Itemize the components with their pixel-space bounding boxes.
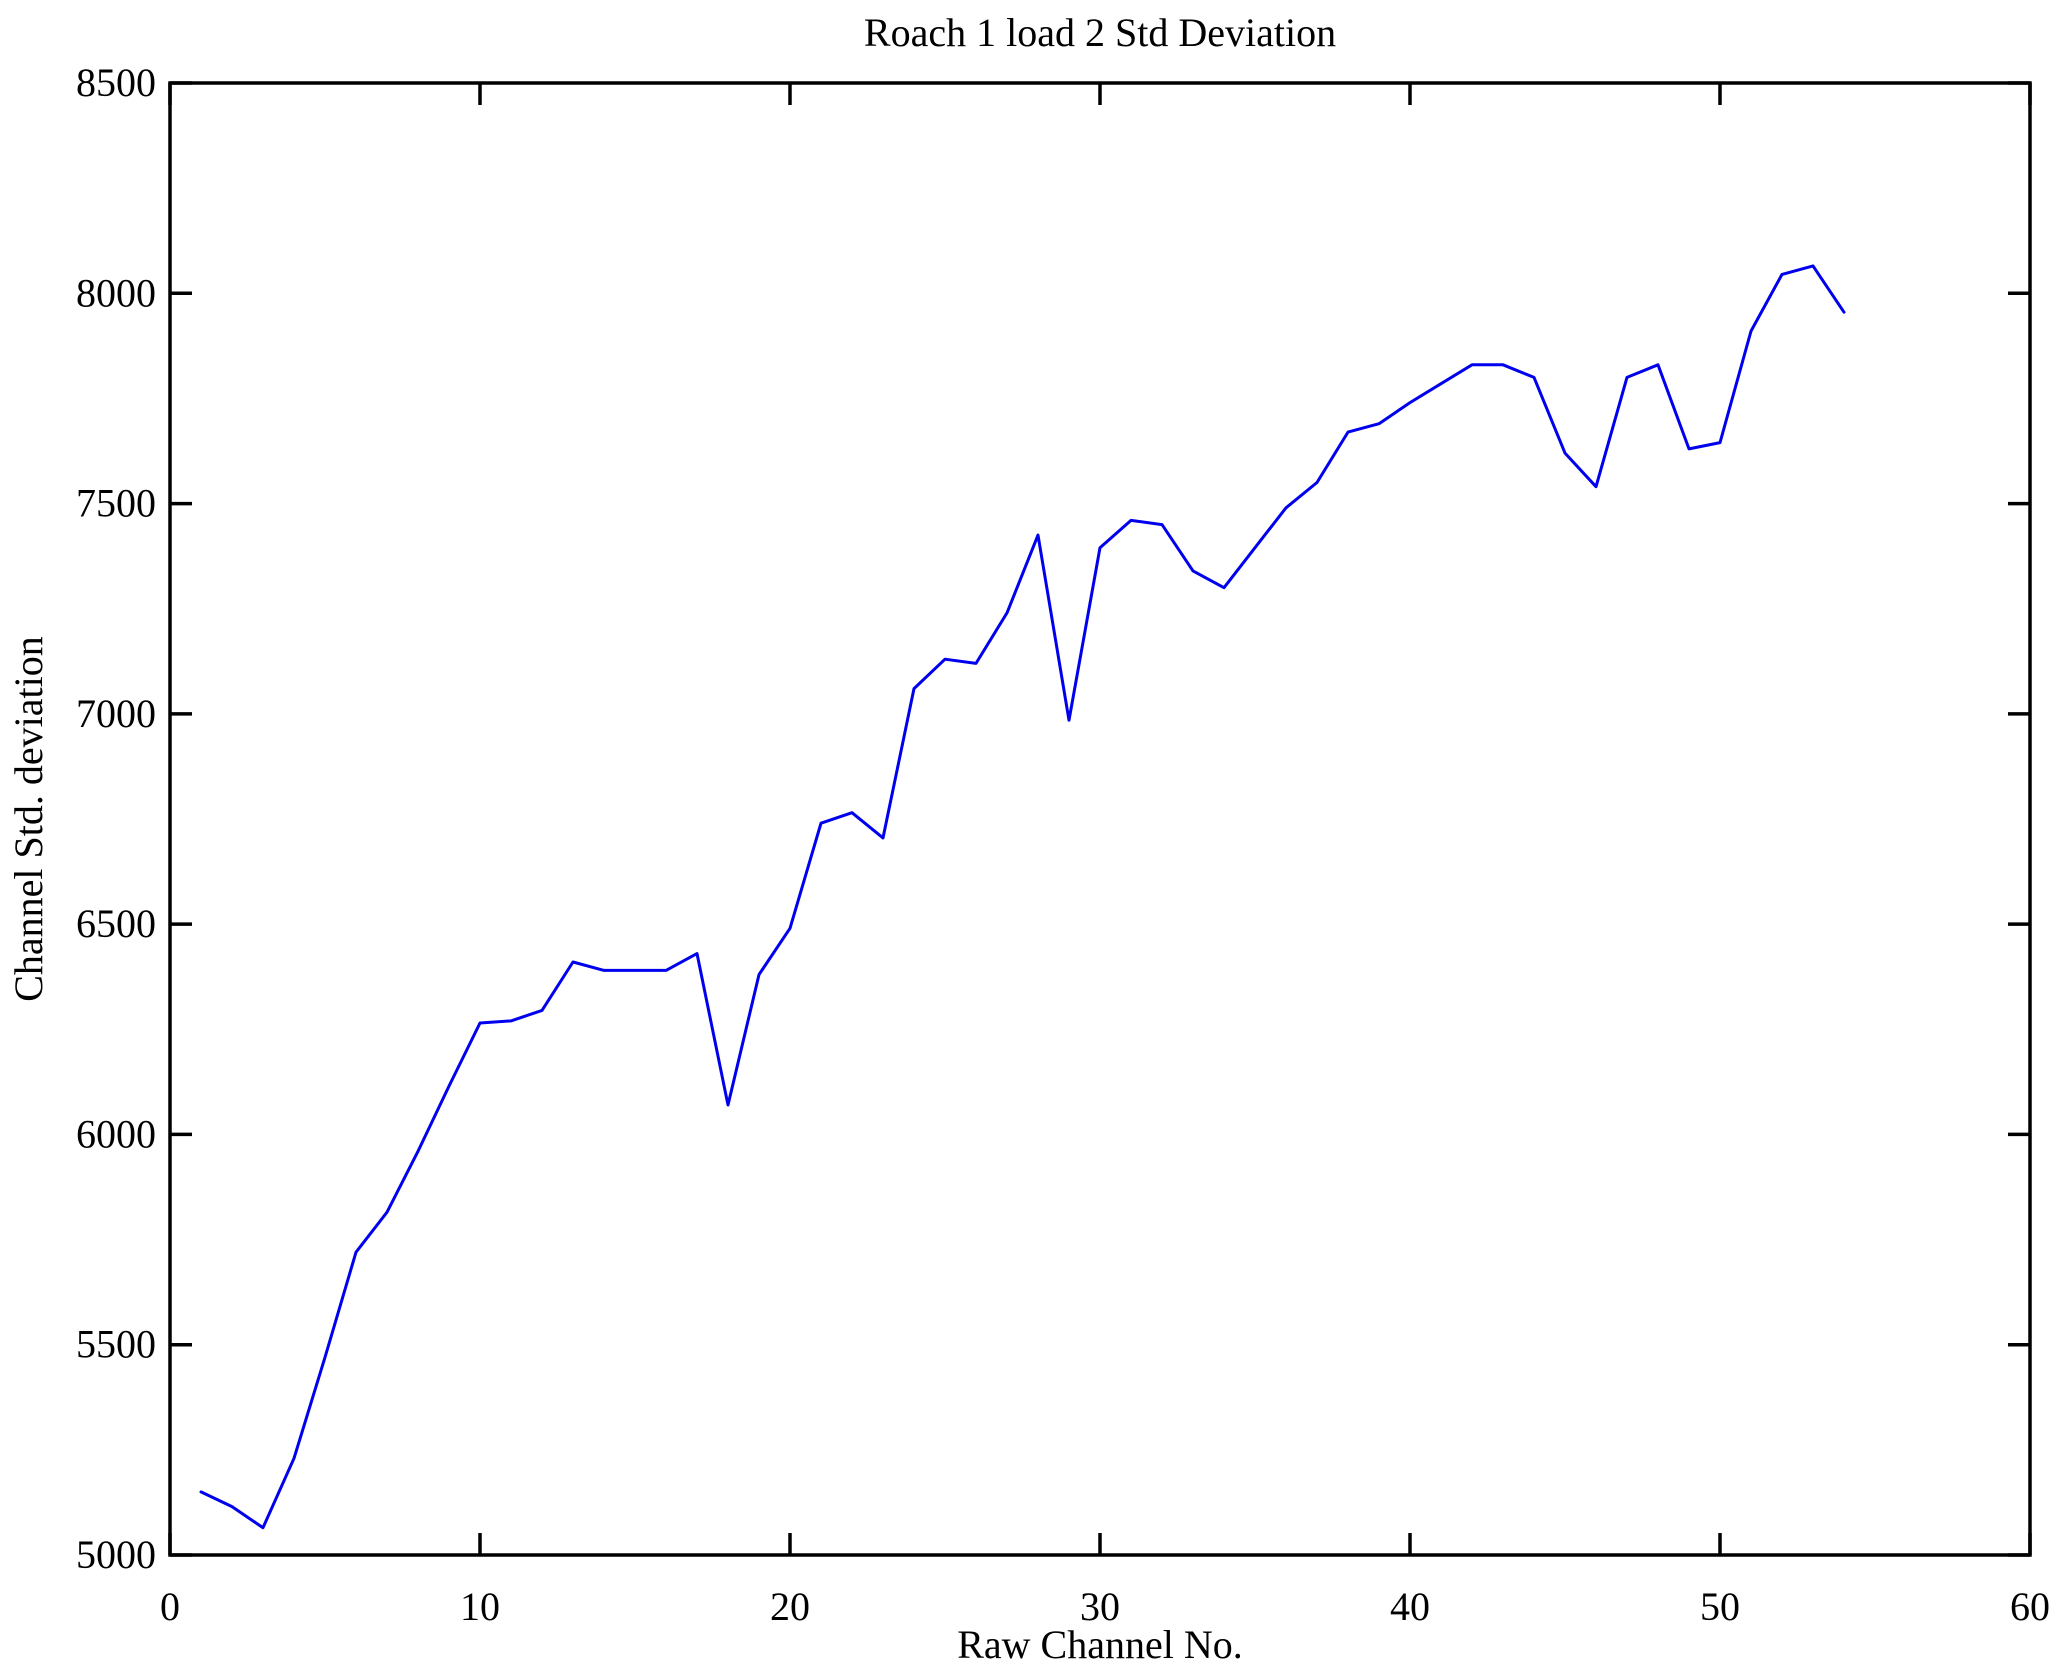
- x-tick-label: 40: [1390, 1584, 1430, 1629]
- y-tick-label: 6000: [76, 1111, 156, 1156]
- x-tick-label: 20: [770, 1584, 810, 1629]
- y-tick-label: 8000: [76, 270, 156, 315]
- x-tick-label: 10: [460, 1584, 500, 1629]
- y-tick-label: 7500: [76, 481, 156, 526]
- x-axis-ticks: [168, 83, 2032, 1555]
- x-tick-label: 0: [160, 1584, 180, 1629]
- y-tick-label: 5000: [76, 1532, 156, 1577]
- chart-title: Roach 1 load 2 Std Deviation: [864, 10, 1336, 55]
- y-tick-label: 6500: [76, 901, 156, 946]
- x-tick-label: 30: [1080, 1584, 1120, 1629]
- x-axis-label: Raw Channel No.: [957, 1622, 1243, 1667]
- plot-frame: [168, 81, 2032, 1557]
- x-tick-label: 60: [2010, 1584, 2050, 1629]
- x-tick-labels: 0 10 20 30 40 50 60: [160, 1584, 2050, 1629]
- y-tick-label: 8500: [76, 60, 156, 105]
- data-line: [199, 264, 1846, 1530]
- y-tick-labels: 5000 5500 6000 6500 7000 7500 8000 8500: [76, 60, 156, 1577]
- y-axis-label: Channel Std. deviation: [6, 636, 51, 1002]
- x-tick-label: 50: [1700, 1584, 1740, 1629]
- y-tick-label: 5500: [76, 1322, 156, 1367]
- y-tick-label: 7000: [76, 691, 156, 736]
- y-axis-ticks: [170, 81, 2030, 1557]
